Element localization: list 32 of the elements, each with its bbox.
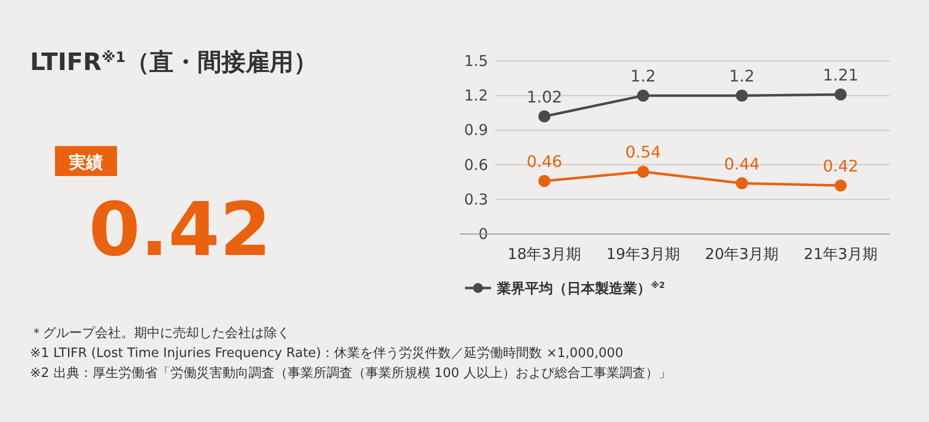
text: ＊グループ会社。期中に売却した会社は除く: [30, 326, 290, 341]
point: [637, 90, 650, 102]
y-tick-label: 0.9: [464, 121, 488, 140]
data-label: 0.46: [526, 152, 562, 171]
x-tick-label: 18年3月期: [508, 245, 582, 263]
x-tick-label: 21年3月期: [804, 245, 878, 263]
data-label: 0.54: [625, 142, 661, 162]
point: [736, 177, 748, 190]
data-label: 1.2: [729, 66, 755, 86]
text: ※2 出典：厚生労働省「労働災害動向調査（事業所調査（事業所規模 100 人以上）および総合工事業調査）」: [30, 365, 672, 381]
point: [834, 180, 847, 192]
point: [538, 110, 550, 122]
legend-label: 業界平均（日本製造業）$^{※2}$: [496, 280, 666, 297]
y-tick-label: 1.2: [464, 86, 488, 105]
point: [637, 166, 650, 178]
point: [834, 88, 847, 100]
y-tick-label: 1.5: [464, 52, 488, 70]
y-tick-label: 0.6: [464, 156, 488, 174]
text: 0.42: [88, 187, 272, 273]
data-label: 0.44: [724, 154, 760, 174]
y-tick-label: 0.3: [464, 190, 488, 208]
data-label: 1.2: [630, 66, 656, 86]
text: 実績: [68, 153, 103, 173]
point: [538, 174, 550, 187]
x-tick-label: 20年3月期: [705, 245, 779, 263]
text: LTIFR$^{※1}$（直・間接雇用）: [30, 48, 318, 76]
x-tick-label: 19年3月期: [606, 245, 680, 263]
text: ※1 LTIFR (Lost Time Injuries Frequency Rate)：休業を伴う労災件数／延労働時間数 ×1,000,000: [30, 346, 624, 361]
point: [736, 90, 748, 102]
data-label: 1.02: [526, 87, 562, 106]
data-label: 1.21: [822, 65, 858, 84]
data-label: 0.42: [822, 156, 858, 176]
